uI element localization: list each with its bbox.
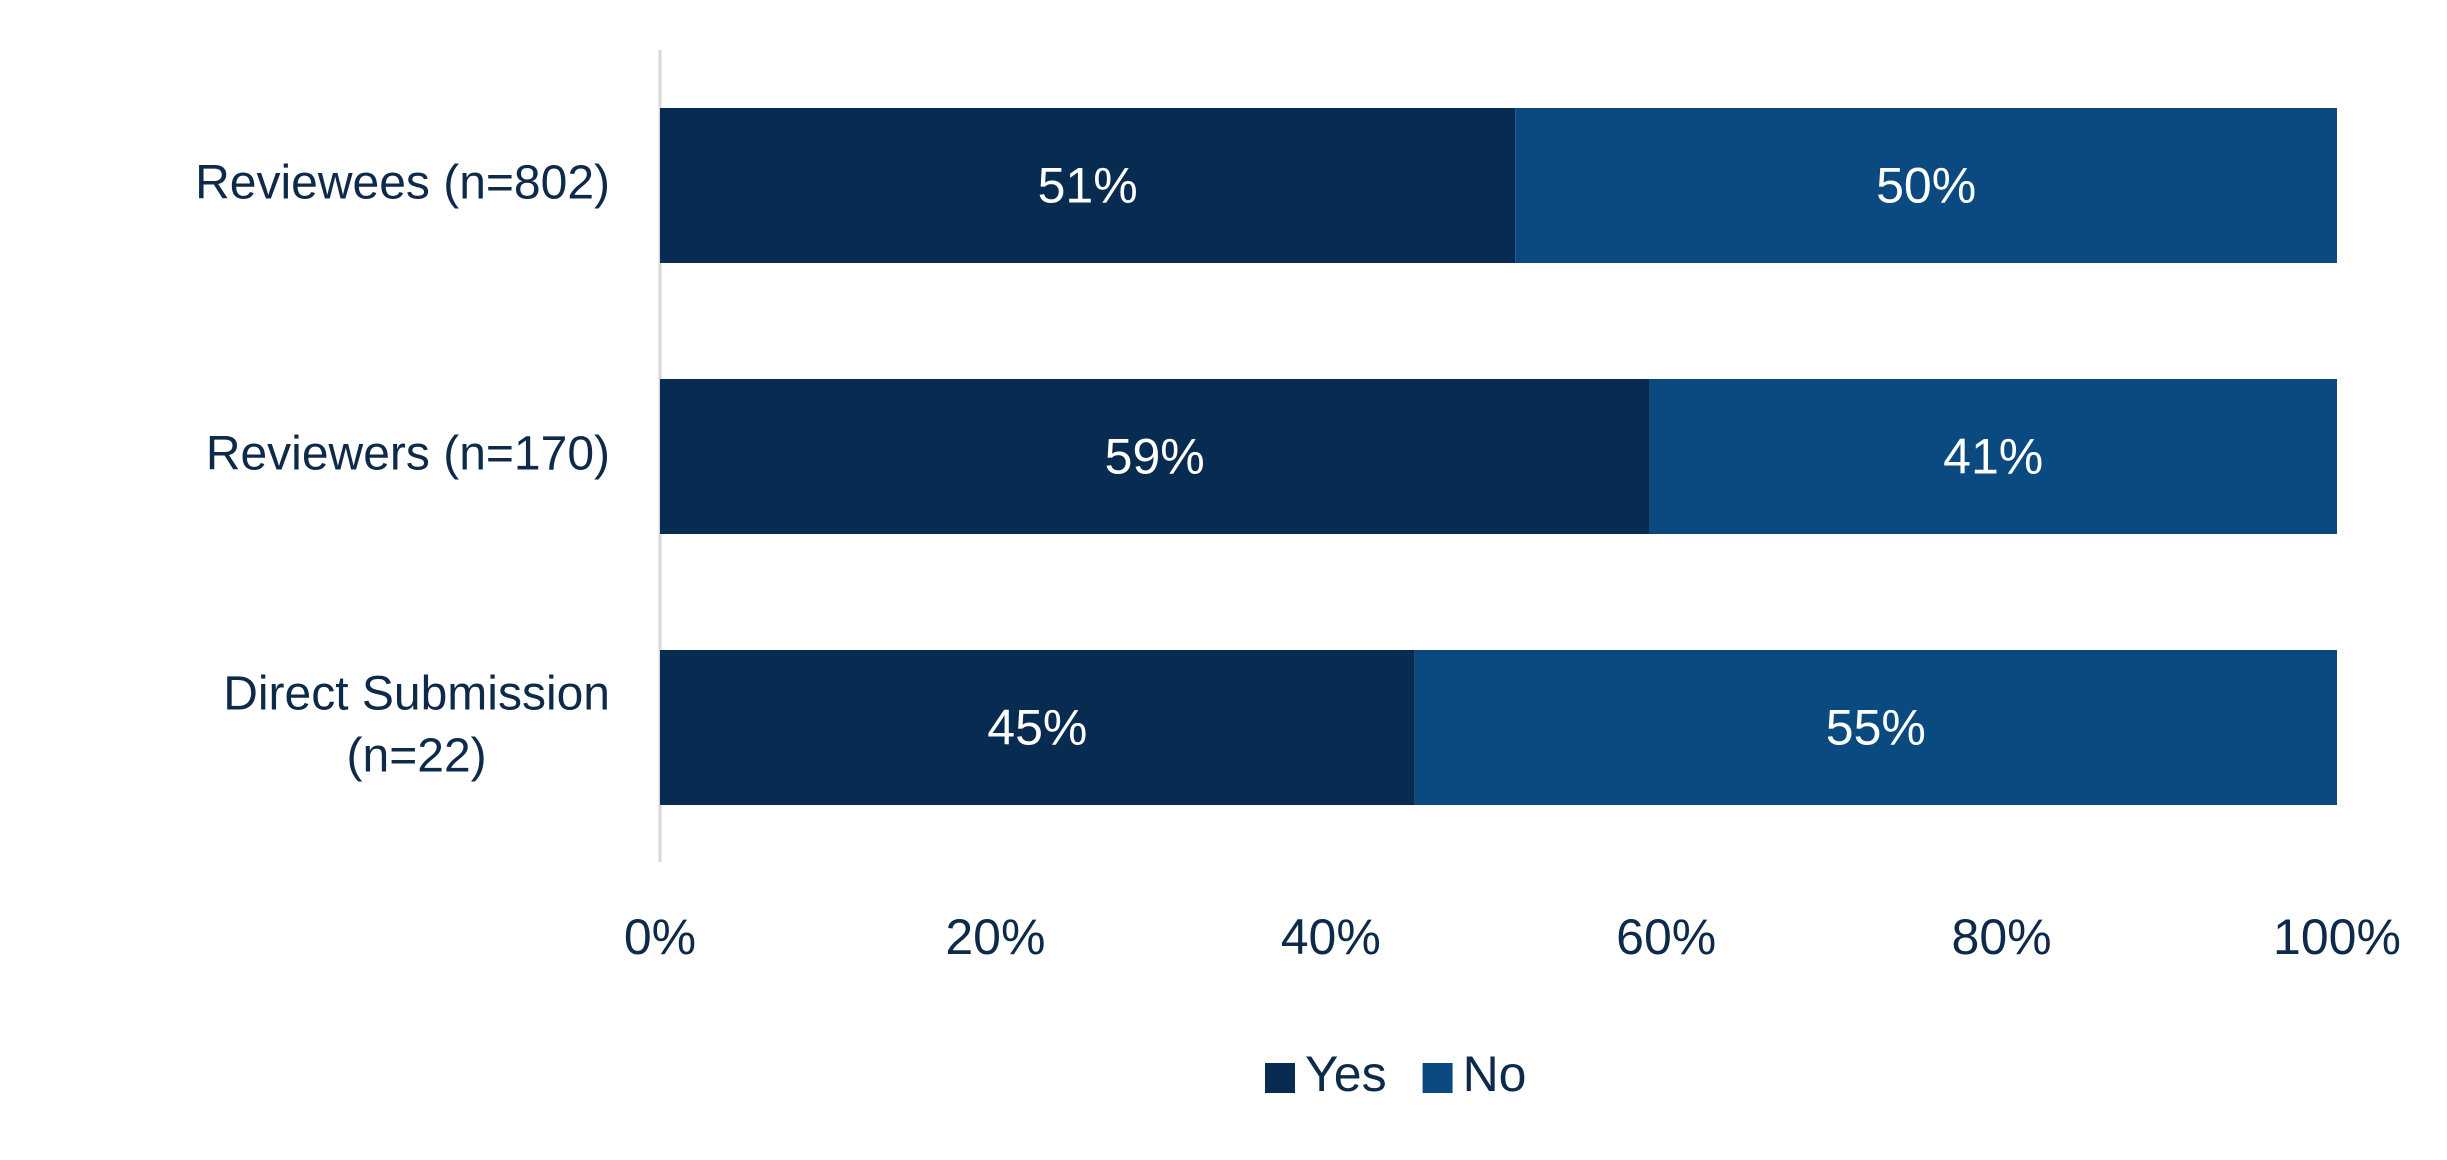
category-label-line: (n=22) [347, 729, 487, 782]
bar-value-label: 45% [987, 700, 1087, 756]
legend-label: Yes [1305, 1046, 1387, 1102]
x-tick-label: 100% [2273, 909, 2401, 965]
legend-label: No [1463, 1046, 1527, 1102]
bar-value-label: 51% [1038, 158, 1138, 214]
category-label-line: Reviewees (n=802) [195, 156, 610, 209]
x-tick-label: 60% [1616, 909, 1716, 965]
bar-no [1414, 650, 2337, 805]
x-tick-label: 40% [1281, 909, 1381, 965]
bar-value-label: 41% [1943, 429, 2043, 485]
x-tick-label: 80% [1952, 909, 2052, 965]
category-label-line: Direct Submission [223, 667, 610, 720]
bar-no [1515, 108, 2337, 263]
x-tick-label: 0% [624, 909, 696, 965]
category-label: Reviewers (n=170) [206, 427, 610, 480]
category-label-line: Reviewers (n=170) [206, 427, 610, 480]
bar-value-label: 55% [1826, 700, 1926, 756]
x-tick-label: 20% [945, 909, 1045, 965]
bar-no [1649, 379, 2337, 534]
bar-yes [660, 379, 1650, 534]
category-label: Reviewees (n=802) [195, 156, 610, 209]
bar-value-label: 50% [1876, 158, 1976, 214]
legend-swatch-yes [1265, 1063, 1295, 1093]
bar-value-label: 59% [1105, 429, 1205, 485]
category-label: Direct Submission (n=22) [223, 667, 610, 782]
bar-yes [660, 650, 1415, 805]
bar-yes [660, 108, 1516, 263]
legend-swatch-no [1422, 1063, 1453, 1093]
